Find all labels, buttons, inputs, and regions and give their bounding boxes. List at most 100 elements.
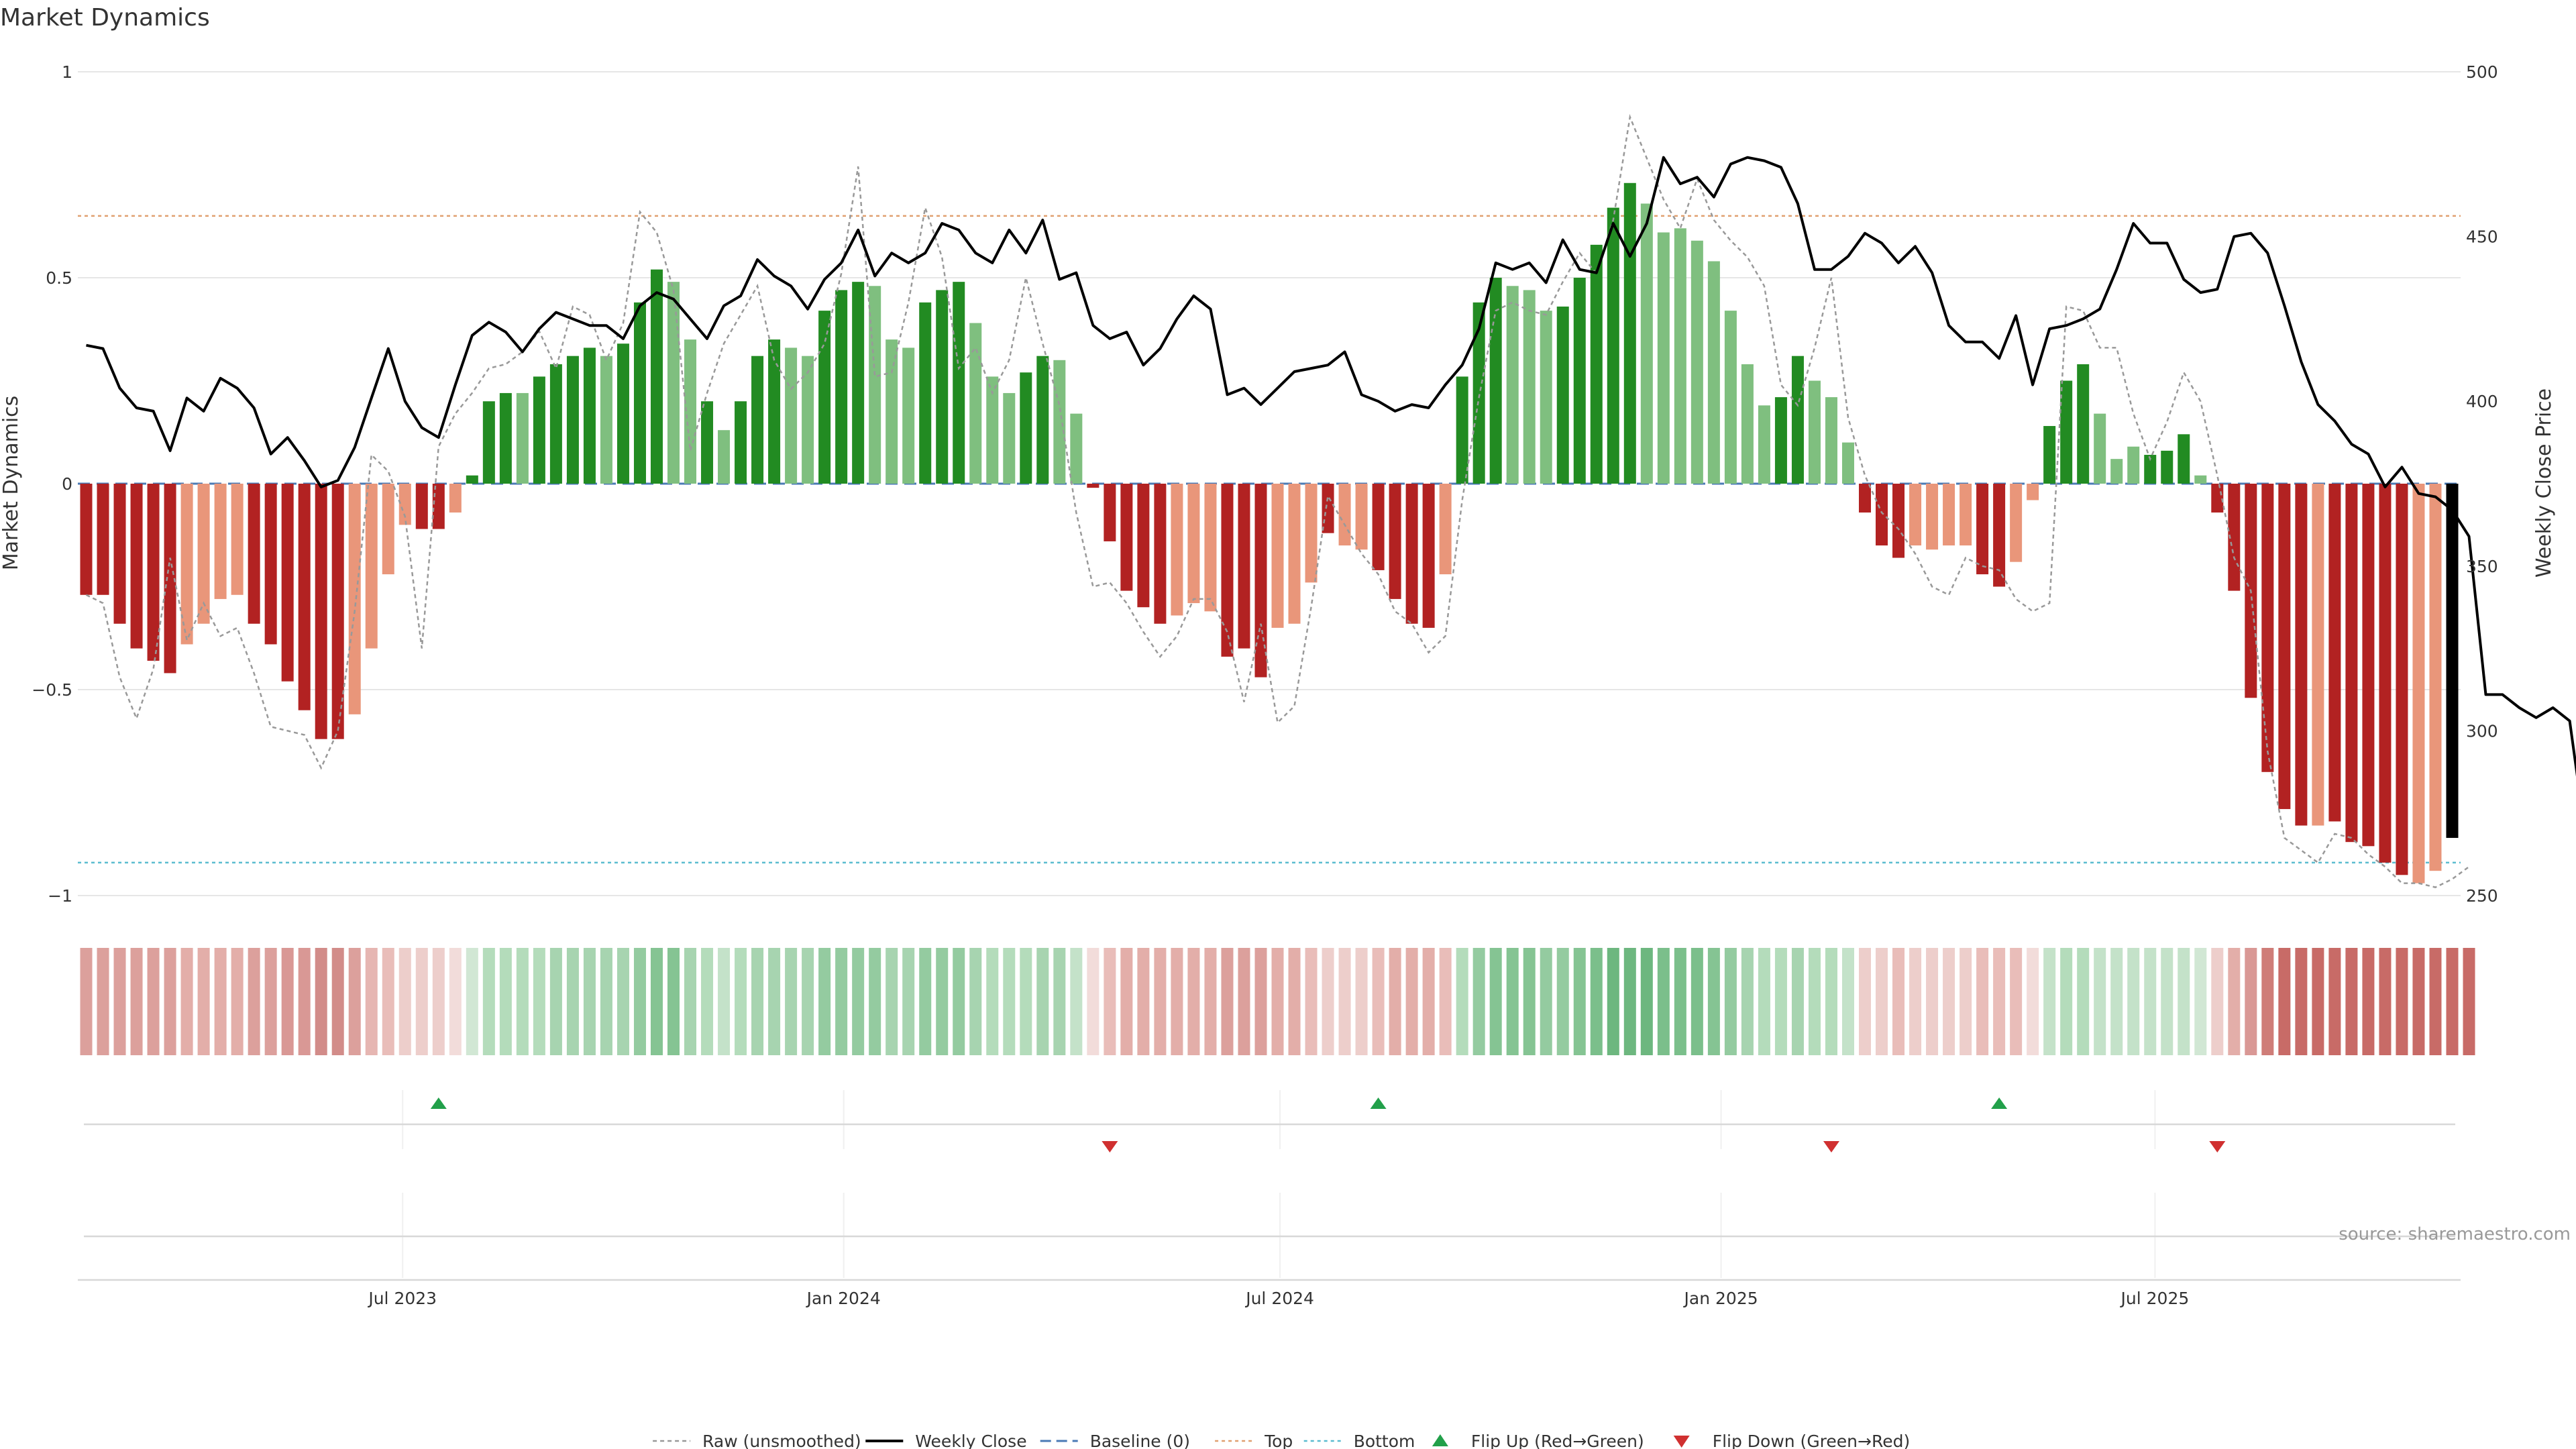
heat-cell [600,948,612,1055]
heat-cell [1204,948,1217,1055]
heat-cell [1858,948,1872,1055]
heat-cell [264,948,277,1055]
heat-cell [1640,948,1653,1055]
heat-cell [130,948,143,1055]
dynamics-bar [600,356,612,484]
heat-cell [1305,948,1318,1055]
heat-cell [197,948,210,1055]
legend-item-flipup: Flip Up (Red→Green) [1432,1432,1644,1449]
dynamics-bar [566,356,579,484]
legend-item-raw: Raw (unsmoothed) [653,1432,861,1449]
dynamics-bar [718,430,731,484]
gridlines [78,71,2461,896]
dynamics-bar [1993,484,2006,587]
heat-cell [2010,948,2023,1055]
heat-cell [466,948,478,1055]
dynamics-bar [2027,484,2039,500]
dynamics-bar [902,347,915,484]
heat-cell [936,948,949,1055]
heat-cell [953,948,965,1055]
dynamics-bar [113,484,126,624]
legend-label: Raw (unsmoothed) [702,1432,861,1449]
dynamics-bar [533,376,545,484]
dynamics-bar [449,484,462,513]
heat-cell [1623,948,1636,1055]
dynamics-bar [1976,484,1989,575]
dynamics-bar [2261,484,2274,772]
y-axis-ticks: 1 0.5 0 −1 −0.5 [32,62,72,906]
dynamics-bar [1926,484,1939,550]
y2-tick-label: 250 [2466,886,2498,906]
flip-markers [84,1090,2455,1278]
heat-cell [1087,948,1099,1055]
dynamics-bar [2043,426,2056,484]
y2-axis-title: Weekly Close Price [2532,388,2556,578]
heat-cell [1540,948,1552,1055]
heat-cell [1003,948,1016,1055]
dynamics-bar [147,484,160,661]
heat-cell [1389,948,1401,1055]
heat-cell [2362,948,2375,1055]
heat-cell [785,948,798,1055]
dynamics-bar [969,323,982,484]
dynamics-bar [264,484,277,645]
raw-line [85,113,2470,889]
heat-cell [2278,948,2291,1055]
heat-cell [1909,948,1922,1055]
heat-cell [549,948,562,1055]
dynamics-bar [197,484,210,624]
y2-tick-label: 350 [2466,557,2498,576]
dynamics-bar [2194,475,2207,484]
heat-cell [164,948,176,1055]
y2-tick-label: 300 [2466,721,2498,741]
heat-cell [2379,948,2392,1055]
heat-cell [382,948,394,1055]
y2-tick-label: 450 [2466,227,2498,247]
dynamics-bar [415,484,428,529]
dynamics-bar [516,392,529,484]
heat-cell [1422,948,1435,1055]
dynamics-bar [2396,484,2408,875]
chart-title: Market Dynamics [0,4,210,32]
x-tick-label: Jan 2025 [1683,1289,1758,1308]
heat-cell [1825,948,1837,1055]
y-tick-label: 0.5 [46,268,72,288]
heat-cell [1657,948,1670,1055]
dynamics-bar [1556,306,1569,484]
dynamics-bar [1607,207,1619,484]
dynamics-bar [1741,364,1754,484]
heat-cell [818,948,831,1055]
heat-cell [2446,948,2459,1055]
dynamics-bar [466,475,478,484]
dynamics-bar [2010,484,2023,562]
dynamics-bar [1707,261,1720,484]
heat-cell [802,948,814,1055]
dynamics-bar [80,484,93,595]
heat-cell [583,948,596,1055]
y-tick-label: 0 [62,474,72,494]
legend-label: Bottom [1354,1432,1415,1449]
heat-cell [1137,948,1150,1055]
y2-tick-label: 400 [2466,392,2498,411]
heat-cell [1976,948,1989,1055]
heat-cell [2245,948,2257,1055]
heat-cell [1590,948,1603,1055]
heat-cell [1053,948,1066,1055]
heat-cell [1187,948,1200,1055]
dynamics-bar [1338,484,1351,546]
heat-cell [248,948,260,1055]
legend-swatch [1432,1434,1448,1446]
dynamics-bar [382,484,394,575]
flip-down-marker [1823,1141,1839,1152]
dynamics-bar [885,339,898,484]
y2-axis-ticks: 500 450 400 350 300 250 [2466,62,2498,906]
dynamics-bar [1439,484,1452,575]
heat-cell [869,948,881,1055]
flip-up-marker [1370,1097,1387,1109]
dynamics-bar [1305,484,1318,583]
dynamics-bar [1909,484,1922,546]
dynamics-bar [1422,484,1435,628]
heat-cell [2295,948,2308,1055]
heat-cell [1674,948,1686,1055]
heat-cell [2144,948,2157,1055]
